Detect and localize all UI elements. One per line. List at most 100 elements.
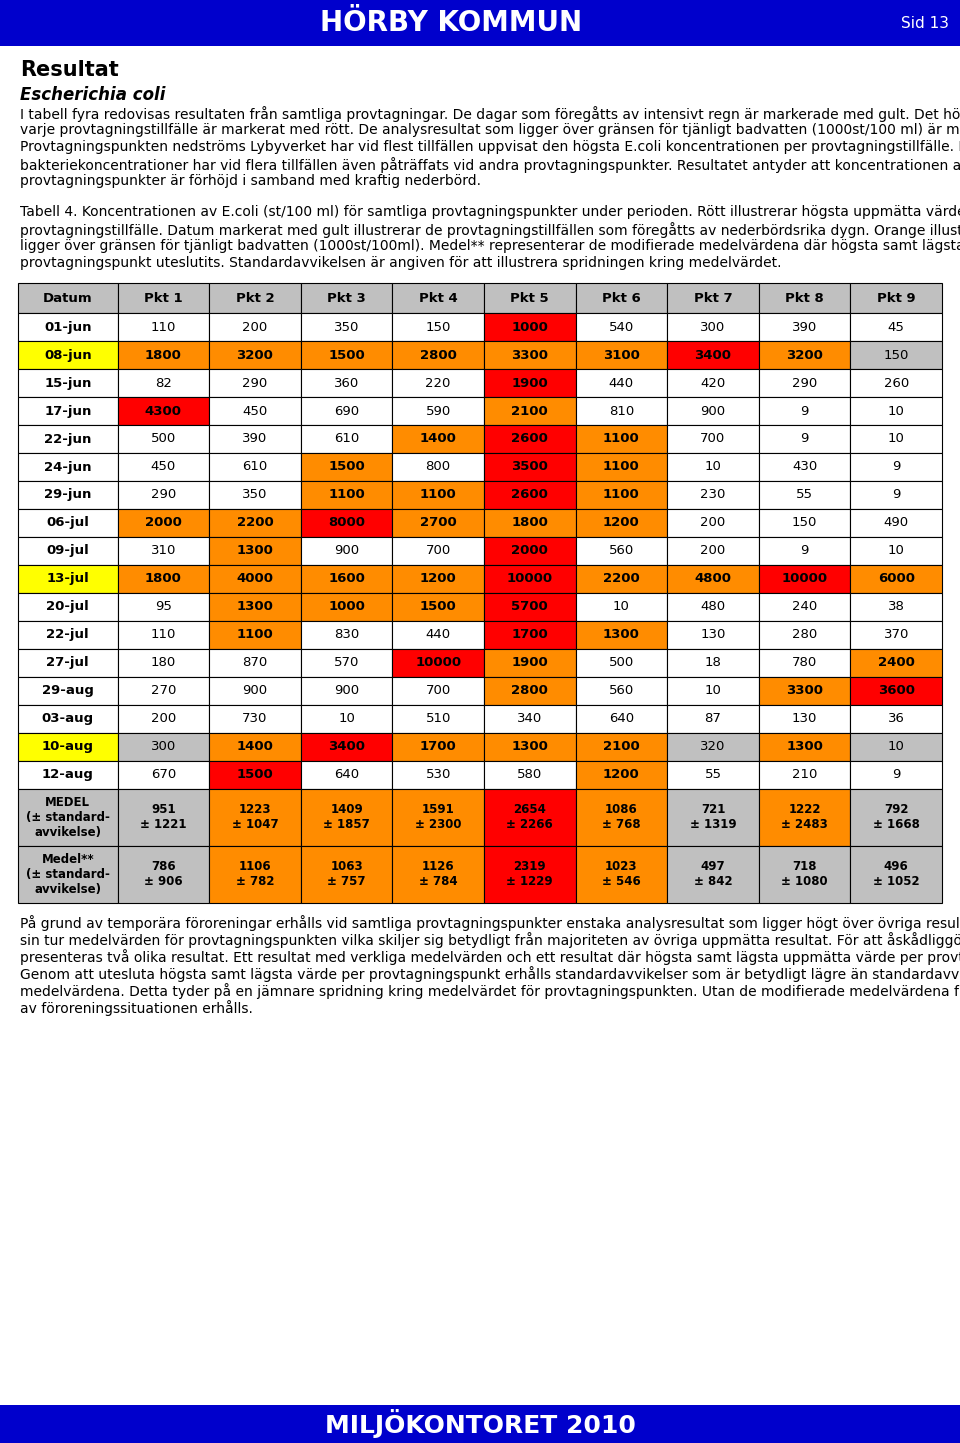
Text: 1100: 1100 (603, 489, 639, 502)
Bar (300, 620, 393, 649)
Text: 1300: 1300 (236, 600, 274, 613)
Bar (117, 509, 209, 537)
Bar (117, 537, 209, 566)
Text: 03-aug: 03-aug (41, 713, 94, 726)
Text: 900: 900 (701, 404, 726, 417)
Text: 3600: 3600 (877, 684, 915, 697)
Text: provtagningspunkter är förhöjd i samband med kraftig nederbörd.: provtagningspunkter är förhöjd i samband… (20, 175, 481, 188)
Text: 270: 270 (151, 684, 176, 697)
Bar (484, 620, 576, 649)
Text: 2654
± 2266: 2654 ± 2266 (507, 804, 553, 831)
Bar (18, 733, 117, 760)
Bar (484, 283, 576, 313)
Bar (576, 733, 667, 760)
Text: 9: 9 (892, 769, 900, 782)
Text: 2100: 2100 (603, 740, 639, 753)
Text: 1023
± 546: 1023 ± 546 (602, 860, 640, 889)
Text: 1400: 1400 (236, 740, 274, 753)
Text: 3200: 3200 (786, 349, 823, 362)
Bar (209, 789, 300, 846)
Bar (117, 453, 209, 481)
Text: 150: 150 (425, 320, 451, 333)
Text: HÖRBY KOMMUN: HÖRBY KOMMUN (320, 9, 583, 38)
Text: 450: 450 (242, 404, 268, 417)
Bar (851, 733, 942, 760)
Bar (300, 369, 393, 397)
Bar (851, 760, 942, 789)
Bar (0, 1405, 960, 1443)
Text: 4300: 4300 (145, 404, 181, 417)
Bar (851, 789, 942, 846)
Text: 22-jul: 22-jul (46, 629, 89, 642)
Text: 82: 82 (155, 377, 172, 390)
Bar (576, 426, 667, 453)
Bar (209, 566, 300, 593)
Text: 350: 350 (334, 320, 359, 333)
Text: 2000: 2000 (512, 544, 548, 557)
Text: 15-jun: 15-jun (44, 377, 91, 390)
Text: Pkt 5: Pkt 5 (511, 291, 549, 304)
Text: 500: 500 (151, 433, 176, 446)
Text: 1200: 1200 (420, 573, 457, 586)
Bar (117, 649, 209, 677)
Text: 1300: 1300 (786, 740, 823, 753)
Text: 1900: 1900 (512, 377, 548, 390)
Text: Pkt 6: Pkt 6 (602, 291, 640, 304)
Text: 390: 390 (792, 320, 817, 333)
Bar (300, 537, 393, 566)
Bar (18, 566, 117, 593)
Text: Pkt 9: Pkt 9 (876, 291, 916, 304)
Bar (209, 649, 300, 677)
Text: 110: 110 (151, 320, 176, 333)
Text: 1063
± 757: 1063 ± 757 (327, 860, 366, 889)
Bar (851, 369, 942, 397)
Bar (393, 566, 484, 593)
Bar (667, 760, 758, 789)
Bar (576, 453, 667, 481)
Text: 9: 9 (892, 460, 900, 473)
Bar (667, 397, 758, 426)
Bar (300, 846, 393, 903)
Text: 800: 800 (425, 460, 451, 473)
Text: 2700: 2700 (420, 517, 457, 530)
Text: 320: 320 (700, 740, 726, 753)
Text: 36: 36 (888, 713, 904, 726)
Text: 497
± 842: 497 ± 842 (694, 860, 732, 889)
Text: 2400: 2400 (877, 657, 915, 670)
Bar (209, 341, 300, 369)
Bar (209, 426, 300, 453)
Text: 2600: 2600 (512, 489, 548, 502)
Bar (851, 677, 942, 706)
Bar (393, 313, 484, 341)
Bar (851, 566, 942, 593)
Bar (758, 620, 851, 649)
Bar (667, 313, 758, 341)
Text: 290: 290 (792, 377, 817, 390)
Text: Genom att utesluta högsta samt lägsta värde per provtagningspunkt erhålls standa: Genom att utesluta högsta samt lägsta vä… (20, 965, 960, 981)
Text: 260: 260 (883, 377, 909, 390)
Text: Pkt 8: Pkt 8 (785, 291, 824, 304)
Bar (18, 313, 117, 341)
Bar (667, 620, 758, 649)
Bar (0, 0, 960, 46)
Bar (484, 789, 576, 846)
Bar (667, 341, 758, 369)
Text: 1700: 1700 (512, 629, 548, 642)
Text: 10: 10 (888, 433, 904, 446)
Bar (667, 733, 758, 760)
Text: 2200: 2200 (603, 573, 639, 586)
Text: Provtagningspunkten nedströms Lybyverket har vid flest tillfällen uppvisat den h: Provtagningspunkten nedströms Lybyverket… (20, 140, 960, 154)
Bar (484, 481, 576, 509)
Text: 1400: 1400 (420, 433, 457, 446)
Text: 4000: 4000 (236, 573, 274, 586)
Text: 1300: 1300 (603, 629, 639, 642)
Bar (667, 706, 758, 733)
Bar (300, 677, 393, 706)
Bar (18, 369, 117, 397)
Text: Pkt 1: Pkt 1 (144, 291, 182, 304)
Text: 900: 900 (334, 684, 359, 697)
Bar (393, 760, 484, 789)
Text: 440: 440 (425, 629, 451, 642)
Bar (667, 509, 758, 537)
Bar (484, 677, 576, 706)
